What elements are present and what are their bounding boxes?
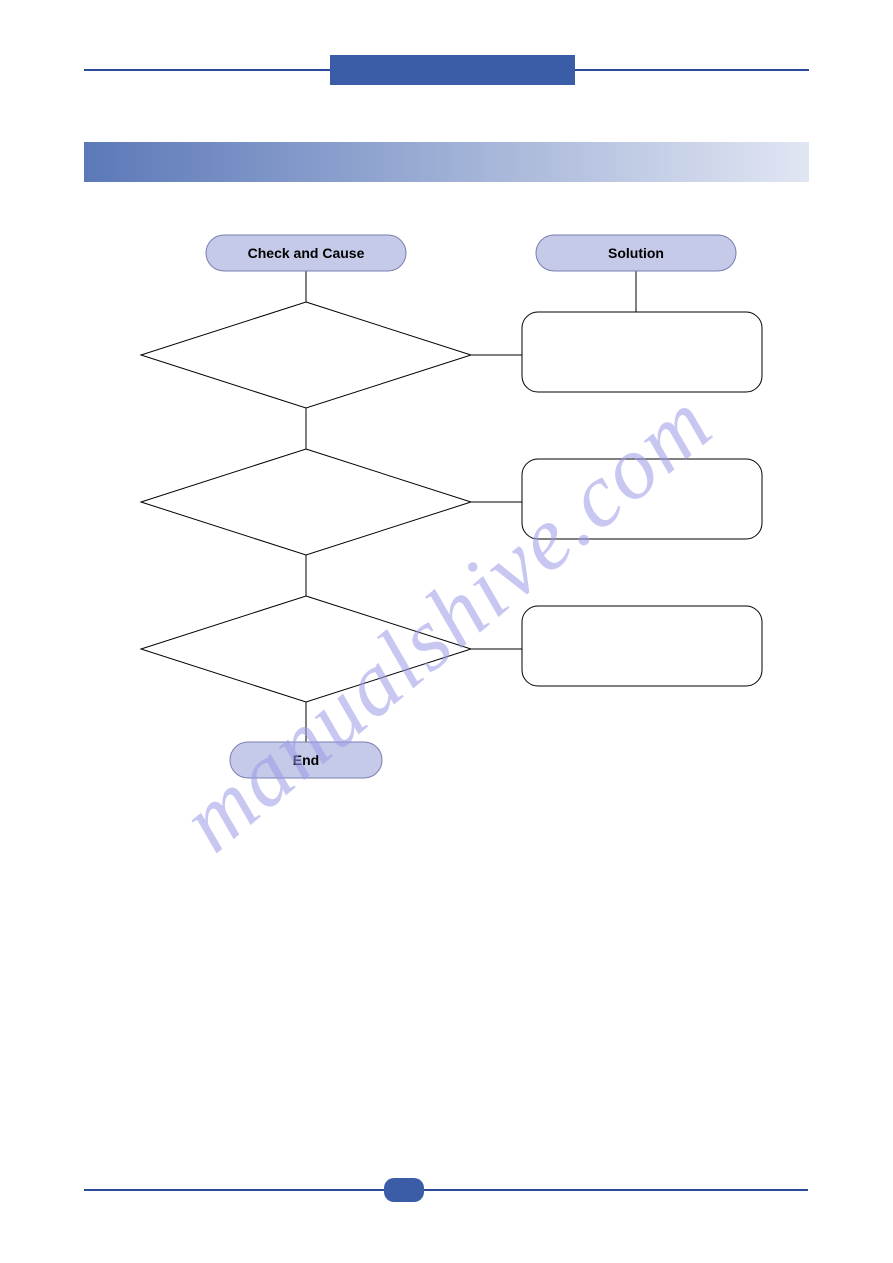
- check-pill-label: Check and Cause: [248, 245, 365, 261]
- check-pill: Check and Cause: [206, 235, 406, 271]
- diamond-3: [141, 596, 471, 702]
- flowchart-svg: Check and Cause Solution End: [0, 0, 893, 900]
- solution-box-2: [522, 459, 762, 539]
- solution-pill: Solution: [536, 235, 736, 271]
- diamond-1: [141, 302, 471, 408]
- page: Check and Cause Solution End manualshive…: [0, 0, 893, 1263]
- solution-pill-label: Solution: [608, 245, 664, 261]
- diamond-2: [141, 449, 471, 555]
- end-pill-label: End: [293, 752, 319, 768]
- footer-pill: [384, 1178, 424, 1202]
- solution-box-1: [522, 312, 762, 392]
- end-pill: End: [230, 742, 382, 778]
- footer-decor-svg: [0, 1160, 893, 1260]
- solution-box-3: [522, 606, 762, 686]
